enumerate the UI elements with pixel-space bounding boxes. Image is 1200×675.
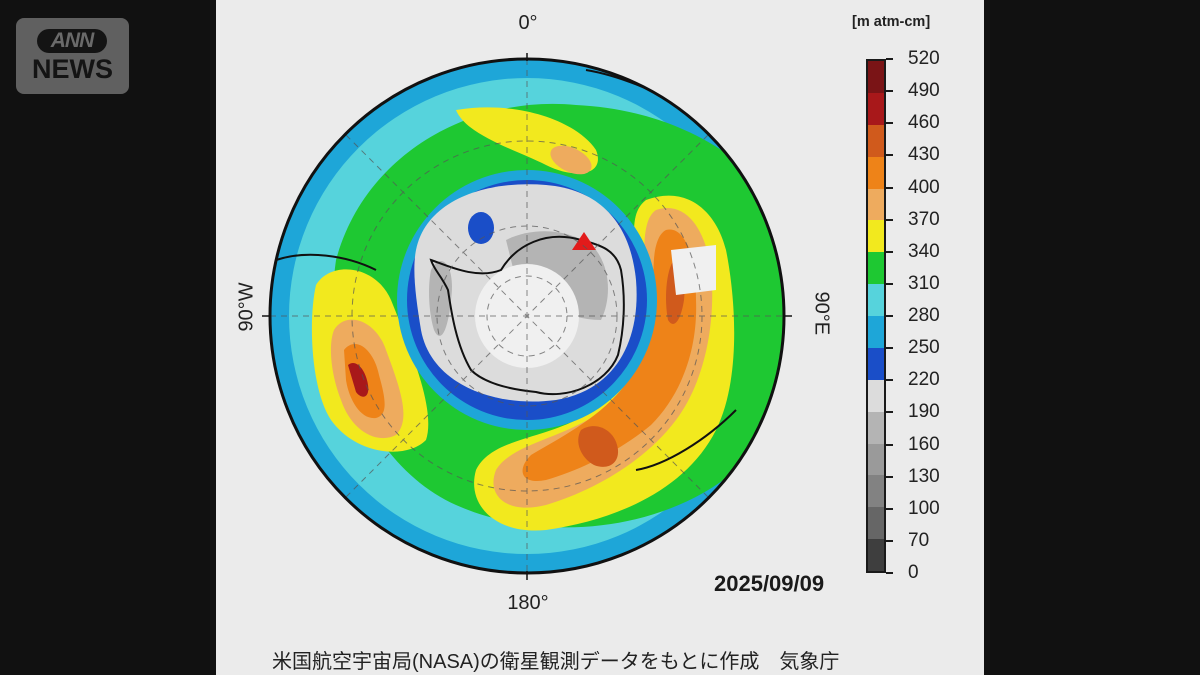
label-180-deg: 180°: [507, 592, 549, 614]
tick-mark: [886, 347, 893, 350]
tick-label: 160: [908, 433, 940, 455]
polar-ozone-map: [262, 53, 792, 580]
tick-mark: [886, 282, 893, 285]
tick-mark: [886, 218, 893, 221]
tick-label: 340: [908, 240, 940, 262]
tick-mark: [886, 154, 893, 157]
tick-label: 100: [908, 497, 940, 519]
tick-label: 430: [908, 144, 940, 166]
tick-mark: [886, 411, 893, 414]
colorbar-segment: [868, 252, 884, 285]
map-date: 2025/09/09: [714, 571, 825, 596]
data-credit: 米国航空宇宙局(NASA)の衛星観測データをもとに作成 気象庁: [272, 651, 840, 673]
tick-mark: [886, 250, 893, 253]
tick-label: 0: [908, 562, 919, 583]
colorbar-unit: [m atm-cm]: [852, 14, 931, 30]
tick-label: 400: [908, 176, 940, 198]
colorbar-segment: [868, 188, 884, 221]
colorbar-segment: [868, 475, 884, 508]
tick-label: 190: [908, 401, 940, 423]
tick-mark: [886, 443, 893, 446]
tick-label: 280: [908, 305, 940, 326]
colorbar-segment: [868, 316, 884, 348]
colorbar-segment: [868, 284, 884, 316]
tick-label: 490: [908, 80, 940, 102]
colorbar-segment: [868, 411, 884, 444]
label-90e: 90°E: [810, 291, 833, 336]
tick-mark: [886, 90, 893, 93]
colorbar-segment: [868, 507, 884, 540]
colorbar-segment: [868, 124, 884, 157]
tick-mark: [886, 475, 893, 478]
tick-label: 130: [908, 465, 940, 487]
colorbar-segment: [868, 347, 884, 380]
colorbar-ticks: 520 490 460 430 400 370 340 310 280 250 220 190 160 1…: [886, 48, 978, 583]
logo-ann: ANN: [37, 29, 107, 53]
ann-news-logo: ANN NEWS: [16, 18, 129, 94]
tick-mark: [886, 539, 893, 542]
tick-mark: [886, 572, 893, 574]
tick-label: 70: [908, 529, 930, 551]
tick-mark: [886, 186, 893, 189]
tick-label: 520: [908, 48, 940, 69]
tick-label: 310: [908, 272, 940, 294]
colorbar-segment: [868, 443, 884, 476]
tick-mark: [886, 507, 893, 510]
tick-mark: [886, 58, 893, 60]
colorbar-segment: [868, 379, 884, 412]
tick-label: 250: [908, 337, 940, 359]
colorbar-segment: [868, 539, 884, 571]
tick-label: 370: [908, 208, 940, 230]
label-0-deg: 0°: [518, 12, 538, 34]
tick-label: 220: [908, 369, 940, 391]
ozone-map-panel: 0° 180° 90°W 90°E [m atm-cm] 520 490 460 43…: [216, 0, 984, 675]
tick-mark: [886, 315, 893, 317]
colorbar-segment: [868, 156, 884, 189]
tick-mark: [886, 379, 893, 382]
logo-news: NEWS: [32, 54, 113, 84]
tick-mark: [886, 122, 893, 125]
colorbar: [866, 59, 886, 573]
label-90w: 90°W: [235, 282, 258, 332]
tick-label: 460: [908, 112, 940, 134]
colorbar-segment: [868, 61, 884, 93]
colorbar-segment: [868, 220, 884, 253]
colorbar-segment: [868, 92, 884, 125]
